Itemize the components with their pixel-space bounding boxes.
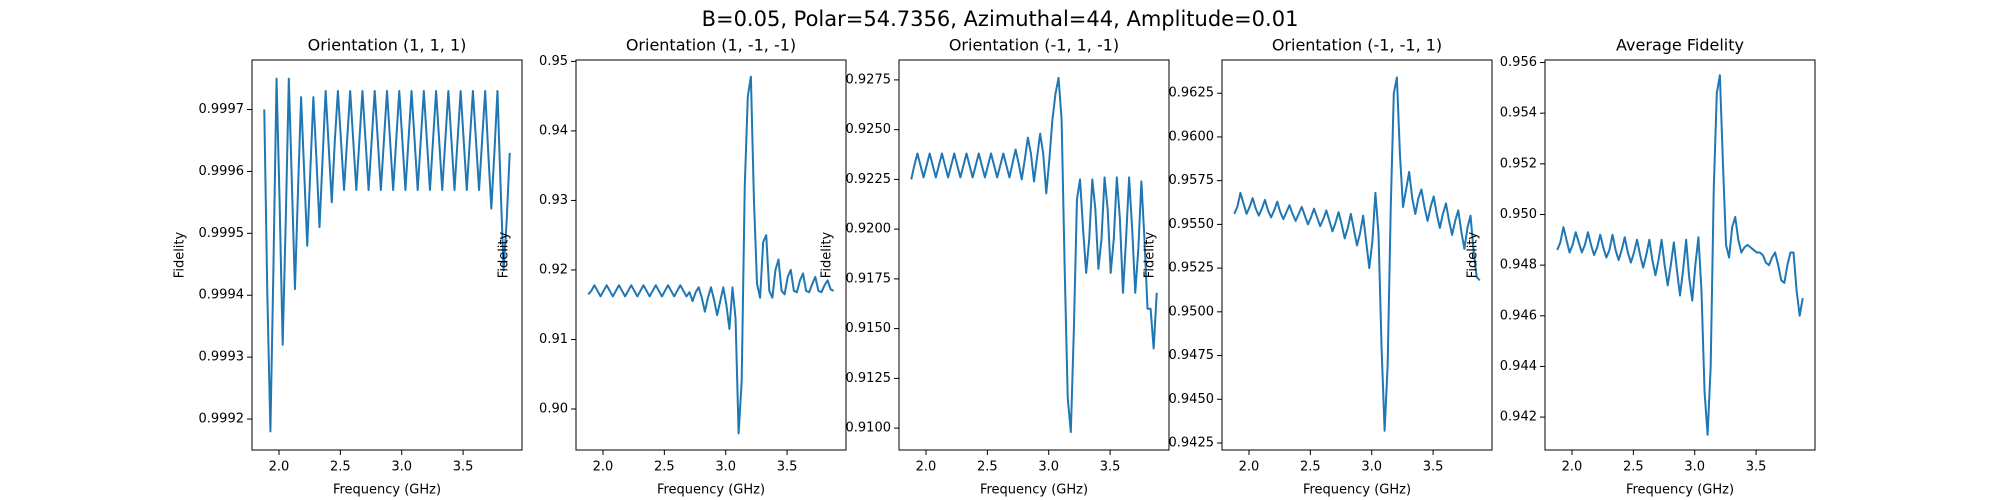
x-tick-label: 3.0 (715, 460, 736, 475)
y-tick-label: 0.9175 (846, 271, 892, 286)
x-axis-label: Frequency (GHz) (1303, 483, 1411, 498)
x-tick-label: 2.5 (654, 460, 675, 475)
y-tick-label: 0.9550 (1169, 217, 1215, 232)
y-tick-label: 0.956 (1500, 55, 1537, 70)
y-axis-label: Fidelity (497, 231, 512, 278)
y-tick-label: 0.93 (539, 193, 568, 208)
y-tick-label: 0.9225 (846, 172, 892, 187)
y-tick-label: 0.9997 (199, 102, 245, 117)
x-tick-label: 2.5 (330, 460, 351, 475)
x-tick-label: 3.0 (391, 460, 412, 475)
y-tick-label: 0.9575 (1169, 173, 1215, 188)
y-tick-label: 0.9275 (846, 72, 892, 87)
axes-frame (575, 59, 847, 451)
data-line (587, 75, 835, 435)
x-tick-label: 3.5 (1746, 460, 1767, 475)
y-tick-label: 0.91 (539, 332, 568, 347)
y-tick-label: 0.9625 (1169, 86, 1215, 101)
x-tick-label: 2.5 (977, 460, 998, 475)
y-tick-label: 0.9995 (199, 226, 245, 241)
x-tick-label: 2.5 (1300, 460, 1321, 475)
x-tick-label: 2.0 (593, 460, 614, 475)
y-axis-label: Fidelity (1466, 231, 1481, 278)
y-axis-label: Fidelity (1143, 231, 1158, 278)
data-line (910, 76, 1158, 434)
y-tick-label: 0.954 (1500, 106, 1537, 121)
axes-title: Average Fidelity (1616, 36, 1744, 55)
axes-frame (251, 59, 523, 451)
y-axis-label: Fidelity (820, 231, 835, 278)
y-axis-label: Fidelity (173, 231, 188, 278)
axes-frame (1544, 59, 1816, 451)
y-tick-label: 0.946 (1500, 308, 1537, 323)
y-tick-label: 0.94 (539, 123, 568, 138)
y-tick-label: 0.944 (1500, 359, 1537, 374)
x-tick-label: 3.5 (777, 460, 798, 475)
y-tick-label: 0.9200 (846, 222, 892, 237)
x-tick-label: 2.0 (916, 460, 937, 475)
figure-title: B=0.05, Polar=54.7356, Azimuthal=44, Amp… (702, 7, 1299, 31)
x-axis-label: Frequency (GHz) (980, 483, 1088, 498)
axes-frame (898, 59, 1170, 451)
y-tick-label: 0.92 (539, 262, 568, 277)
y-tick-label: 0.9600 (1169, 129, 1215, 144)
x-tick-label: 3.0 (1038, 460, 1059, 475)
y-tick-label: 0.9100 (846, 421, 892, 436)
y-tick-label: 0.9450 (1169, 392, 1215, 407)
y-tick-label: 0.9475 (1169, 348, 1215, 363)
y-tick-label: 0.948 (1500, 258, 1537, 273)
y-tick-label: 0.9994 (199, 288, 245, 303)
axes-frame (1221, 59, 1493, 451)
x-axis-label: Frequency (GHz) (333, 483, 441, 498)
y-tick-label: 0.950 (1500, 207, 1537, 222)
y-tick-label: 0.9150 (846, 321, 892, 336)
x-axis-label: Frequency (GHz) (657, 483, 765, 498)
y-tick-label: 0.9125 (846, 371, 892, 386)
axes-title: Orientation (1, -1, -1) (626, 36, 796, 55)
y-tick-label: 0.9996 (199, 164, 245, 179)
data-line (263, 77, 511, 433)
y-tick-label: 0.9250 (846, 122, 892, 137)
y-tick-label: 0.9992 (199, 412, 245, 427)
axes-title: Orientation (1, 1, 1) (308, 36, 467, 55)
data-line (1233, 76, 1481, 432)
axes-title: Orientation (-1, 1, -1) (949, 36, 1119, 55)
x-tick-label: 2.0 (269, 460, 290, 475)
y-tick-label: 0.90 (539, 401, 568, 416)
x-tick-label: 3.5 (1100, 460, 1121, 475)
y-tick-label: 0.9525 (1169, 261, 1215, 276)
x-axis-label: Frequency (GHz) (1626, 483, 1734, 498)
data-line (1556, 74, 1804, 436)
x-tick-label: 2.5 (1623, 460, 1644, 475)
y-tick-label: 0.9425 (1169, 436, 1215, 451)
y-tick-label: 0.95 (539, 54, 568, 69)
y-tick-label: 0.952 (1500, 156, 1537, 171)
axes-title: Orientation (-1, -1, 1) (1272, 36, 1442, 55)
x-tick-label: 3.5 (453, 460, 474, 475)
y-tick-label: 0.9993 (199, 350, 245, 365)
x-tick-label: 2.0 (1239, 460, 1260, 475)
x-tick-label: 2.0 (1562, 460, 1583, 475)
x-tick-label: 3.0 (1684, 460, 1705, 475)
y-tick-label: 0.942 (1500, 410, 1537, 425)
x-tick-label: 3.0 (1361, 460, 1382, 475)
x-tick-label: 3.5 (1423, 460, 1444, 475)
y-tick-label: 0.9500 (1169, 304, 1215, 319)
